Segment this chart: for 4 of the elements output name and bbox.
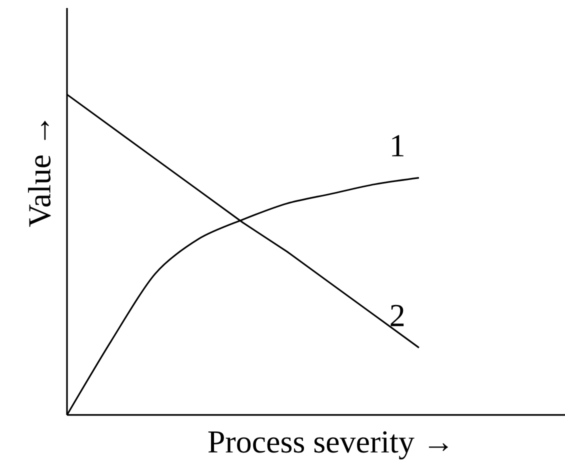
series-label: 2 [390,304,404,326]
x-axis-title: Process severity → [208,431,448,460]
series-label: 1 [392,135,404,156]
y-axis-title: Value → [28,120,51,227]
